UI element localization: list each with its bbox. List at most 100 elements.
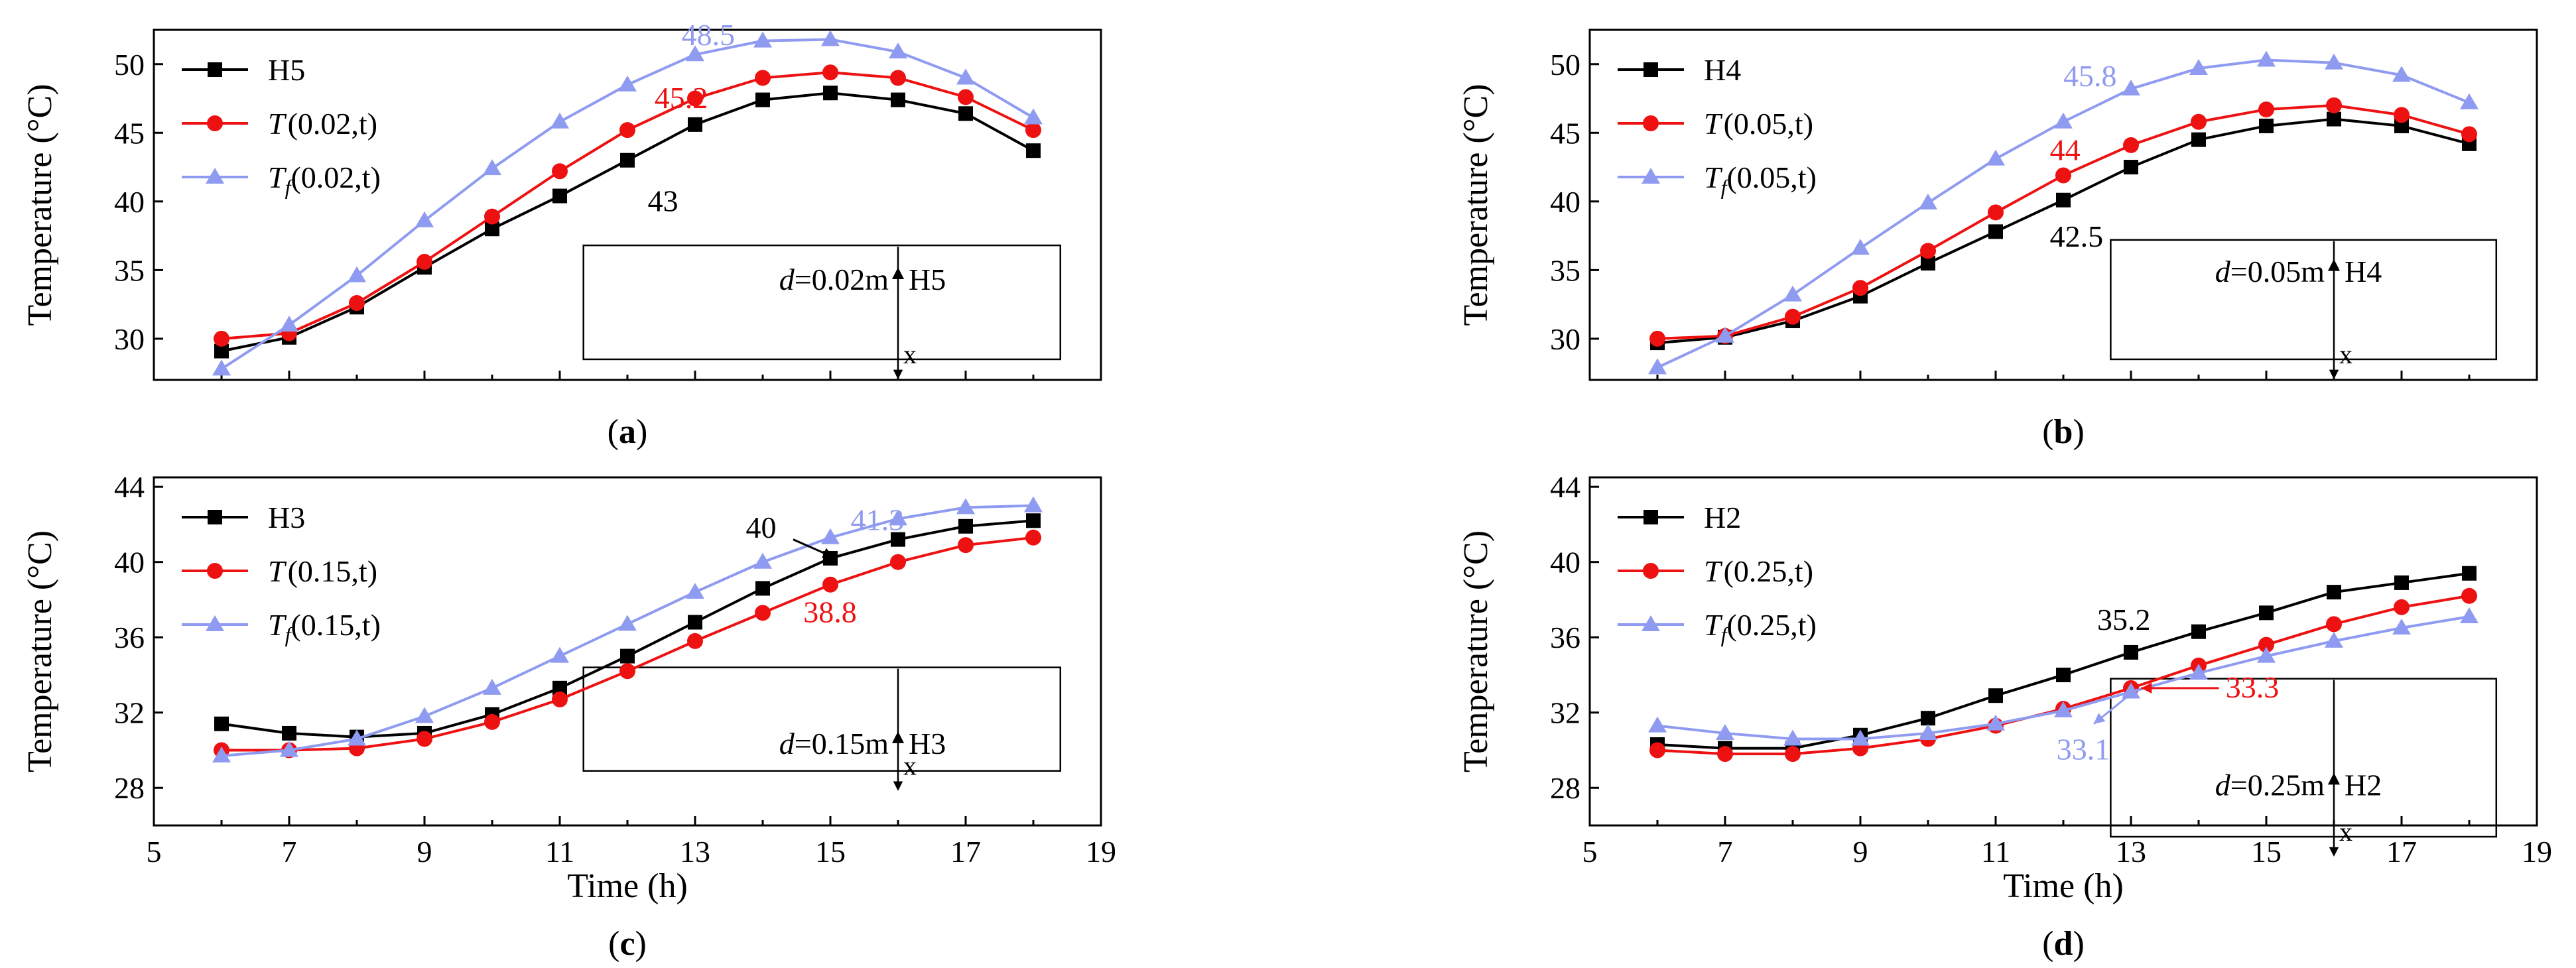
data-point-H — [2259, 605, 2274, 621]
data-point-T — [755, 70, 771, 86]
value-annotation: 48.5 — [682, 18, 736, 52]
legend-label: T(0.15,t) — [268, 554, 377, 588]
data-point-H — [2327, 111, 2341, 127]
value-annotation: 35.2 — [2097, 603, 2151, 636]
inset-box — [582, 666, 1062, 772]
data-point-H — [2191, 624, 2206, 639]
legend-marker-T — [1643, 563, 1659, 579]
data-point-T — [822, 64, 838, 81]
data-point-T — [1920, 243, 1936, 259]
data-point-H — [958, 106, 973, 121]
legend-marker-Tf — [1642, 615, 1660, 631]
x-tick-label: 13 — [680, 835, 710, 869]
y-tick-label: 36 — [114, 621, 145, 654]
y-axis-label: Temperature (°C) — [1457, 84, 1495, 326]
x-axis-label: Time (h) — [2003, 867, 2124, 905]
panel-label: (c) — [608, 925, 647, 963]
series-line-H — [1657, 572, 2470, 750]
data-point-T — [2123, 137, 2139, 153]
data-point-H — [1026, 143, 1041, 158]
panel-d: 28 32 36 40 44 5 7 9 11 13 15 17 19 Time (h) Temperatu… — [1457, 470, 2552, 963]
inset-box — [2110, 239, 2498, 361]
y-tick-label: 40 — [1550, 546, 1580, 579]
data-point-Tf — [1024, 496, 1043, 513]
data-point-T — [349, 295, 365, 312]
legend-label: Tf(0.25,t) — [1704, 608, 1817, 646]
data-point-T — [1785, 308, 1801, 325]
data-point-Tf — [1783, 729, 1802, 746]
x-tick-label: 19 — [2522, 835, 2552, 869]
data-point-T — [1025, 122, 1041, 139]
value-annotation: 41.3 — [851, 503, 905, 536]
legend: H4 T(0.05,t) Tf(0.05,t) — [1618, 53, 1817, 199]
legend-label: Tf(0.15,t) — [268, 608, 381, 646]
series-Tf — [212, 496, 1043, 762]
data-point-Tf — [889, 509, 907, 526]
legend-marker-H — [208, 62, 222, 77]
data-point-T — [822, 576, 838, 593]
data-point-T — [484, 713, 500, 730]
x-axis-label: Time (h) — [567, 867, 688, 905]
data-point-H — [755, 581, 770, 596]
data-point-Tf — [1851, 729, 1870, 746]
data-point-H — [2191, 132, 2206, 147]
data-point-H — [2394, 575, 2409, 590]
data-point-Tf — [483, 159, 501, 176]
x-tick-label: 7 — [282, 835, 297, 869]
data-point-Tf — [686, 583, 704, 599]
inset-axis-label: x — [2339, 817, 2352, 847]
data-point-T — [619, 663, 635, 680]
value-annotation: 45.2 — [655, 81, 708, 115]
data-point-H — [688, 117, 702, 132]
data-point-T — [552, 163, 568, 180]
data-point-T — [1649, 330, 1665, 347]
data-point-T — [2258, 101, 2274, 118]
data-point-H — [1988, 224, 2003, 239]
value-annotation: 33.1 — [2057, 733, 2110, 766]
data-point-Tf — [956, 498, 975, 514]
data-point-Tf — [1986, 714, 2005, 731]
value-annotation: 38.8 — [803, 595, 857, 629]
data-point-H — [891, 532, 905, 547]
legend-label: T(0.25,t) — [1704, 554, 1813, 588]
legend-marker-Tf — [1642, 168, 1660, 184]
inset-sensor-arrow — [2327, 772, 2341, 785]
y-tick-label: 30 — [1550, 322, 1580, 356]
data-point-T — [2394, 599, 2410, 615]
data-point-Tf — [348, 729, 366, 746]
data-point-T — [1988, 204, 2004, 221]
data-point-H — [823, 86, 838, 101]
data-point-Tf — [2460, 93, 2479, 109]
data-point-T — [958, 89, 974, 105]
data-point-Tf — [1919, 193, 1937, 210]
data-point-H — [1921, 711, 1935, 726]
inset-depth-arrow — [893, 781, 903, 791]
data-point-H — [1921, 256, 1935, 271]
legend-label: T(0.02,t) — [268, 107, 377, 141]
pointer-arrowhead — [822, 548, 834, 558]
data-point-T — [2258, 636, 2274, 653]
legend-label: H4 — [1704, 53, 1741, 87]
inset-depth-arrow — [893, 369, 903, 379]
data-point-Tf — [1986, 149, 2005, 166]
y-tick-label: 28 — [1550, 771, 1580, 805]
legend-label: T(0.05,t) — [1704, 107, 1813, 141]
data-point-Tf — [2325, 53, 2343, 70]
legend-marker-H — [1643, 62, 1658, 77]
data-point-T — [2326, 97, 2342, 113]
legend-marker-H — [1643, 510, 1658, 524]
inset-depth-label: d=0.15m — [779, 727, 889, 760]
y-tick-label: 35 — [114, 253, 145, 287]
x-tick-label: 11 — [545, 835, 574, 869]
legend-label: H2 — [1704, 501, 1741, 534]
data-point-H — [688, 615, 702, 630]
data-point-H — [958, 518, 973, 534]
data-point-Tf — [1851, 239, 1870, 255]
data-point-Tf — [1783, 285, 1802, 302]
data-point-Tf — [348, 266, 366, 282]
data-point-T — [1717, 746, 1733, 762]
legend: H5 T(0.02,t) Tf(0.02,t) — [182, 53, 381, 199]
data-point-T — [687, 90, 703, 107]
y-tick-label: 32 — [114, 696, 145, 730]
inset-sensor-arrow — [891, 267, 905, 280]
